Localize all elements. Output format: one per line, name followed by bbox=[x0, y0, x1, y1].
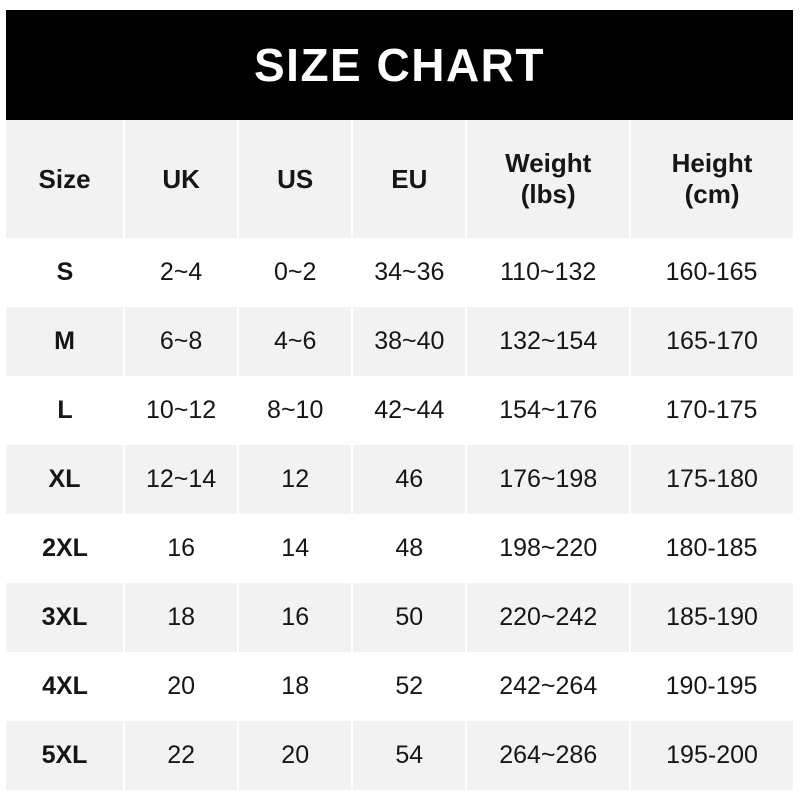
cell-height: 190-195 bbox=[630, 652, 793, 721]
column-header-eu: EU bbox=[352, 120, 468, 238]
cell-us: 18 bbox=[238, 652, 353, 721]
table-row: L 10~12 8~10 42~44 154~176 170-175 bbox=[6, 376, 793, 445]
cell-size: 5XL bbox=[6, 721, 126, 790]
cell-eu: 54 bbox=[352, 721, 468, 790]
cell-height: 195-200 bbox=[630, 721, 793, 790]
cell-uk: 20 bbox=[124, 652, 239, 721]
column-header-eu-label: EU bbox=[391, 163, 428, 194]
cell-height: 170-175 bbox=[630, 376, 793, 445]
cell-eu: 48 bbox=[352, 514, 467, 583]
cell-size: S bbox=[6, 238, 125, 307]
cell-us: 0~2 bbox=[238, 238, 353, 307]
table-row: 3XL 18 16 50 220~242 185-190 bbox=[6, 583, 793, 652]
cell-weight: 154~176 bbox=[466, 376, 631, 445]
column-header-size-label: Size bbox=[38, 163, 91, 194]
cell-uk: 12~14 bbox=[124, 445, 240, 514]
cell-size: XL bbox=[6, 445, 126, 514]
cell-weight: 220~242 bbox=[466, 583, 632, 652]
column-header-weight: Weight (lbs) bbox=[466, 120, 632, 238]
table-row: S 2~4 0~2 34~36 110~132 160-165 bbox=[6, 238, 793, 307]
cell-eu: 46 bbox=[352, 445, 468, 514]
cell-us: 20 bbox=[238, 721, 354, 790]
cell-size: 4XL bbox=[6, 652, 125, 721]
column-header-weight-unit: (lbs) bbox=[520, 179, 576, 209]
size-chart-container: SIZE CHART Size UK US EU bbox=[6, 10, 793, 790]
column-header-height: Height (cm) bbox=[630, 120, 793, 238]
cell-eu: 34~36 bbox=[352, 238, 467, 307]
cell-eu: 42~44 bbox=[352, 376, 467, 445]
table-row: M 6~8 4~6 38~40 132~154 165-170 bbox=[6, 307, 793, 376]
column-header-height-unit: (cm) bbox=[684, 179, 740, 209]
cell-height: 160-165 bbox=[630, 238, 793, 307]
cell-weight: 132~154 bbox=[466, 307, 632, 376]
table-header: Size UK US EU Weight (lbs) Height (cm) bbox=[6, 120, 793, 238]
cell-size: 2XL bbox=[6, 514, 125, 583]
cell-height: 185-190 bbox=[630, 583, 793, 652]
size-chart-table: Size UK US EU Weight (lbs) Height (cm) bbox=[6, 120, 793, 790]
cell-uk: 16 bbox=[124, 514, 239, 583]
table-row: 2XL 16 14 48 198~220 180-185 bbox=[6, 514, 793, 583]
cell-size: M bbox=[6, 307, 126, 376]
column-header-uk: UK bbox=[124, 120, 240, 238]
cell-eu: 38~40 bbox=[352, 307, 468, 376]
table-header-row: Size UK US EU Weight (lbs) Height (cm) bbox=[6, 120, 793, 238]
cell-uk: 22 bbox=[124, 721, 240, 790]
table-row: XL 12~14 12 46 176~198 175-180 bbox=[6, 445, 793, 514]
cell-weight: 264~286 bbox=[466, 721, 632, 790]
cell-height: 175-180 bbox=[630, 445, 793, 514]
cell-height: 165-170 bbox=[630, 307, 793, 376]
cell-weight: 110~132 bbox=[466, 238, 631, 307]
title-banner: SIZE CHART bbox=[6, 10, 793, 120]
cell-eu: 52 bbox=[352, 652, 467, 721]
cell-uk: 2~4 bbox=[124, 238, 239, 307]
cell-weight: 242~264 bbox=[466, 652, 631, 721]
table-row: 4XL 20 18 52 242~264 190-195 bbox=[6, 652, 793, 721]
cell-height: 180-185 bbox=[630, 514, 793, 583]
page-title: SIZE CHART bbox=[254, 39, 545, 91]
column-header-height-label: Height bbox=[671, 148, 753, 179]
cell-size: 3XL bbox=[6, 583, 126, 652]
table-body: S 2~4 0~2 34~36 110~132 160-165 M 6~8 4~… bbox=[6, 238, 793, 790]
cell-us: 4~6 bbox=[238, 307, 354, 376]
cell-uk: 10~12 bbox=[124, 376, 239, 445]
column-header-us: US bbox=[238, 120, 354, 238]
cell-us: 16 bbox=[238, 583, 354, 652]
cell-weight: 198~220 bbox=[466, 514, 631, 583]
cell-size: L bbox=[6, 376, 125, 445]
column-header-uk-label: UK bbox=[162, 163, 200, 194]
cell-us: 14 bbox=[238, 514, 353, 583]
column-header-weight-label: Weight bbox=[505, 148, 592, 179]
column-header-size: Size bbox=[6, 120, 126, 238]
column-header-us-label: US bbox=[277, 163, 314, 194]
table-row: 5XL 22 20 54 264~286 195-200 bbox=[6, 721, 793, 790]
cell-us: 12 bbox=[238, 445, 354, 514]
cell-weight: 176~198 bbox=[466, 445, 632, 514]
cell-eu: 50 bbox=[352, 583, 468, 652]
cell-uk: 18 bbox=[124, 583, 240, 652]
cell-uk: 6~8 bbox=[124, 307, 240, 376]
cell-us: 8~10 bbox=[238, 376, 353, 445]
